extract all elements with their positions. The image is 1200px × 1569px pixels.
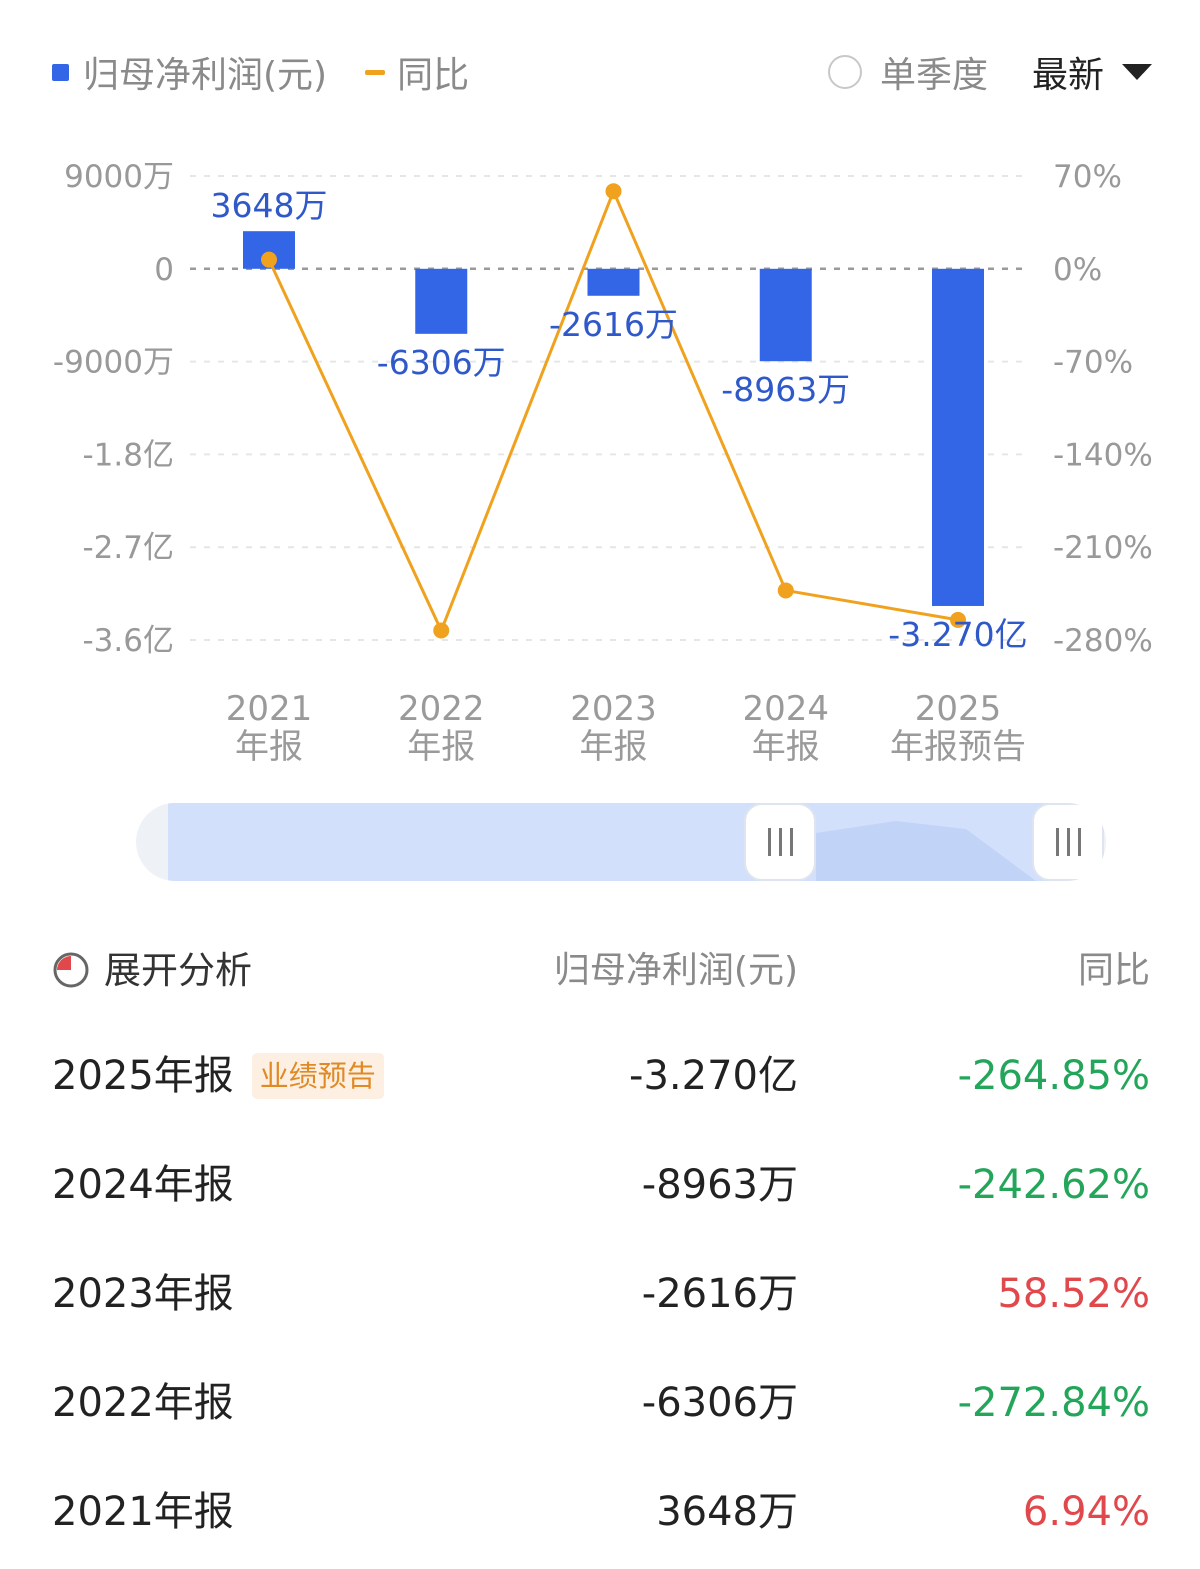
bar-data-label: 3648万 — [211, 186, 328, 225]
row-value: -8963万 — [641, 1162, 798, 1208]
right-axis-tick-label: 70% — [1053, 159, 1122, 195]
chart-legend: 归母净利润(元) 同比 — [52, 48, 469, 96]
x-axis-ticks: 2021 年报 2022 年报 2023 年报 2024 年报 2025 年报预告 — [226, 689, 1026, 767]
single-quarter-label[interactable]: 单季度 — [879, 55, 988, 96]
x-axis-tick-label: 2022 年报 — [398, 689, 485, 767]
forecast-badge: 业绩预告 — [251, 1053, 384, 1099]
left-axis-tick-label: 0 — [154, 252, 174, 288]
table-row[interactable]: 2023年报 -2616万 58.52% — [0, 1264, 1200, 1324]
yoy-point — [433, 622, 450, 639]
x-axis-tick-label: 2021 年报 — [226, 689, 313, 767]
profit-chart: 9000万 0 -9000万 -1.8亿 -2.7亿 -3.6亿 70% 0% -70% -14… — [53, 159, 1153, 767]
left-axis-tick-label: -1.8亿 — [83, 437, 175, 473]
bar-series — [243, 231, 984, 606]
row-period: 2023年报 — [52, 1264, 234, 1324]
table-row[interactable]: 2021年报 3648万 6.94% — [0, 1482, 1200, 1542]
left-axis-ticks: 9000万 0 -9000万 -1.8亿 -2.7亿 -3.6亿 — [53, 159, 174, 659]
line-legend-swatch — [365, 69, 386, 75]
expand-analysis-button[interactable]: 展开分析 — [104, 949, 252, 992]
line-legend-label[interactable]: 同比 — [397, 55, 470, 96]
yoy-point — [261, 251, 277, 268]
range-end-handle[interactable] — [1032, 803, 1104, 881]
x-axis-tick-label: 2023 年报 — [570, 689, 657, 767]
row-yoy: -272.84% — [957, 1380, 1150, 1426]
bar — [932, 268, 984, 606]
x-axis-tick-label: 2025 年报预告 — [890, 689, 1026, 767]
row-period-text: 2022年报 — [52, 1380, 234, 1426]
row-value: -3.270亿 — [629, 1053, 798, 1099]
row-period-text: 2024年报 — [52, 1162, 234, 1208]
row-yoy: -242.62% — [957, 1162, 1150, 1208]
bar-data-label: -6306万 — [377, 343, 506, 382]
left-axis-tick-label: -2.7亿 — [83, 530, 175, 566]
period-select[interactable]: 最新 — [1031, 55, 1104, 96]
row-period: 2021年报 — [52, 1482, 234, 1542]
row-yoy: 6.94% — [1022, 1489, 1150, 1535]
bar-legend-swatch — [52, 63, 69, 81]
right-axis-tick-label: -70% — [1053, 345, 1133, 381]
bar-data-label: -8963万 — [721, 370, 850, 409]
chevron-down-icon[interactable] — [1122, 64, 1152, 80]
table-row[interactable]: 2022年报 -6306万 -272.84% — [0, 1373, 1200, 1433]
range-slider[interactable] — [136, 803, 1106, 881]
range-slider-preview — [816, 821, 1036, 881]
right-axis-tick-label: 0% — [1053, 252, 1102, 288]
yoy-line — [267, 187, 959, 635]
row-value: -2616万 — [641, 1271, 798, 1317]
row-period: 2024年报 — [52, 1155, 234, 1215]
left-axis-tick-label: -3.6亿 — [83, 623, 175, 659]
bar-data-labels: 3648万 -6306万 -2616万 -8963万 -3.270亿 — [211, 186, 1028, 654]
row-yoy: -264.85% — [957, 1053, 1150, 1099]
yoy-point — [950, 611, 966, 628]
row-period: 2025年报 业绩预告 — [52, 1046, 384, 1106]
bar — [759, 268, 812, 362]
x-axis-tick-label: 2024 年报 — [742, 689, 829, 767]
row-value: 3648万 — [656, 1489, 798, 1535]
right-axis-tick-label: -140% — [1053, 437, 1153, 473]
row-period-text: 2023年报 — [52, 1271, 234, 1317]
table-row[interactable]: 2025年报 业绩预告 -3.270亿 -264.85% — [0, 1046, 1200, 1106]
bar-data-label: -2616万 — [549, 305, 678, 344]
row-period: 2022年报 — [52, 1373, 234, 1433]
yoy-point — [605, 183, 622, 200]
bar-data-label: -3.270亿 — [888, 615, 1027, 654]
chart-grid — [190, 175, 1030, 641]
left-axis-tick-label: 9000万 — [64, 159, 174, 195]
bar — [587, 268, 640, 296]
row-value: -6306万 — [641, 1380, 798, 1426]
row-period-text: 2025年报 — [52, 1053, 234, 1099]
right-axis-ticks: 70% 0% -70% -140% -210% -280% — [1053, 159, 1153, 659]
single-quarter-radio[interactable] — [827, 55, 862, 89]
yoy-line-series — [261, 183, 966, 639]
table-row[interactable]: 2024年报 -8963万 -242.62% — [0, 1155, 1200, 1215]
left-axis-tick-label: -9000万 — [53, 345, 174, 381]
row-yoy: 58.52% — [997, 1271, 1150, 1317]
bar-legend-label[interactable]: 归母净利润(元) — [83, 55, 328, 96]
right-axis-tick-label: -280% — [1053, 623, 1153, 659]
range-start-handle[interactable] — [744, 803, 816, 881]
bar — [415, 268, 468, 334]
row-period-text: 2021年报 — [52, 1489, 234, 1535]
column-header-yoy: 同比 — [1077, 950, 1150, 991]
pie-chart-icon[interactable] — [52, 951, 90, 989]
column-header-value: 归母净利润(元) — [553, 950, 798, 991]
yoy-point — [777, 582, 794, 599]
chart-controls: 单季度 最新 — [827, 48, 1152, 96]
right-axis-tick-label: -210% — [1053, 530, 1153, 566]
table-header: 展开分析 归母净利润(元) 同比 — [0, 946, 1200, 996]
